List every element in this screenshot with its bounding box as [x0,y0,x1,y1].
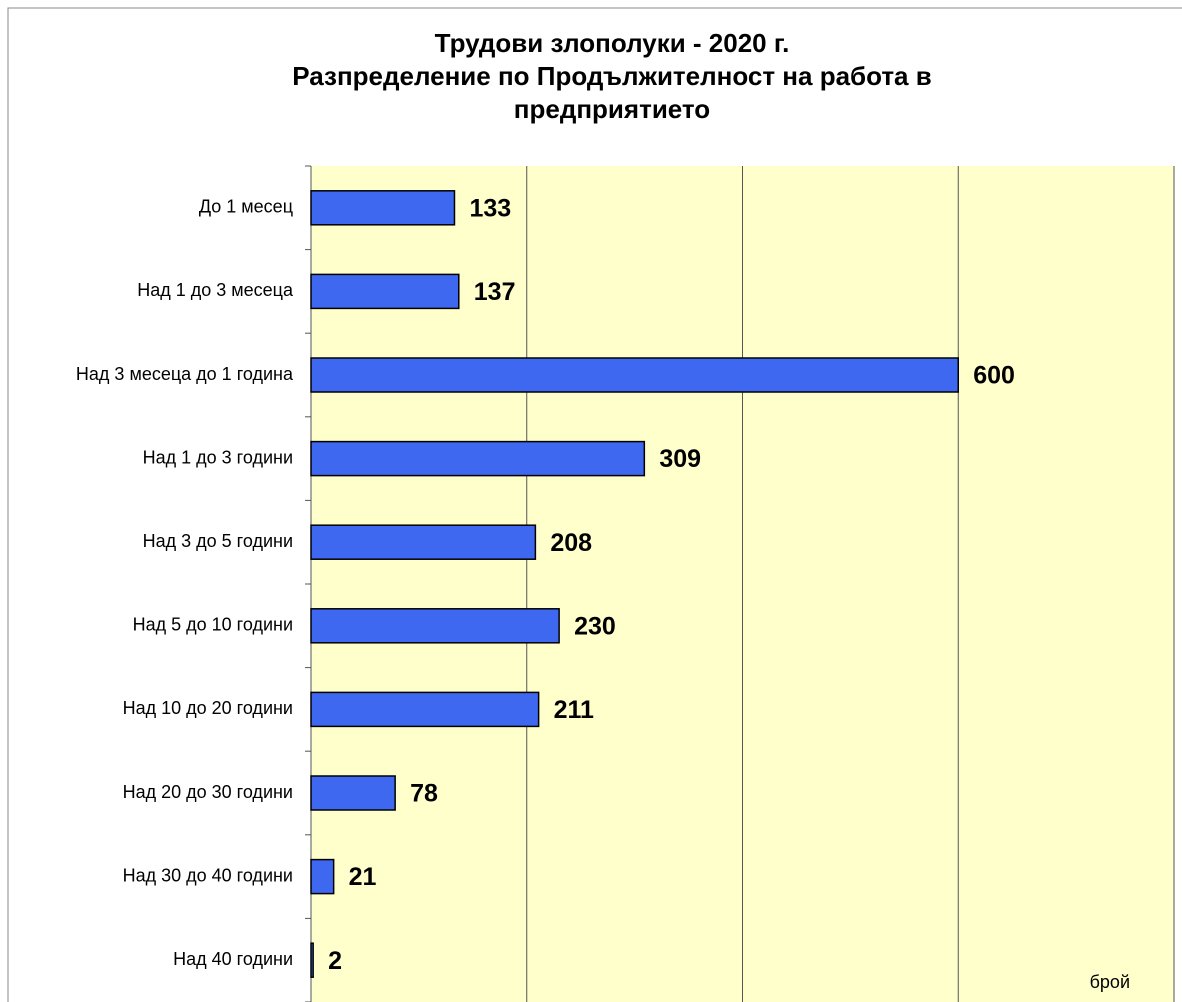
value-label: 211 [554,696,594,724]
y-tick-label: Над 1 до 3 месеца [137,280,294,300]
value-label: 21 [349,863,377,891]
x-axis-label: брой [1090,972,1130,992]
y-tick-label: Над 10 до 20 години [123,698,293,718]
bar [310,357,959,393]
y-tick-label: До 1 месец [199,197,293,217]
bar [310,190,456,226]
chart-title: Разпределение по Продължителност на рабо… [292,61,931,91]
y-tick-label: Над 3 месеца до 1 година [76,364,294,384]
y-tick-label: Над 20 до 30 години [123,782,293,802]
value-label: 309 [659,445,701,473]
value-label: 600 [973,362,1015,390]
value-label: 208 [550,529,592,557]
chart-title: Трудови злополуки - 2020 г. [435,28,790,58]
bar [310,608,560,644]
value-label: 78 [410,780,438,808]
bar [310,524,537,560]
bar [310,691,540,728]
value-label: 2 [328,947,342,975]
value-label: 230 [574,612,616,640]
chart-title: предприятието [514,94,710,124]
y-tick-label: Над 1 до 3 години [143,447,293,467]
bar [310,775,396,811]
bar [310,858,335,895]
y-tick-label: Над 40 години [173,949,293,969]
y-tick-label: Над 30 до 40 години [123,865,293,885]
value-label: 133 [469,194,511,222]
bar [310,273,460,310]
y-tick-label: Над 5 до 10 години [133,615,293,635]
y-tick-label: Над 3 до 5 години [143,531,293,551]
value-label: 137 [474,278,516,306]
bar [310,942,314,978]
bar [310,440,646,477]
